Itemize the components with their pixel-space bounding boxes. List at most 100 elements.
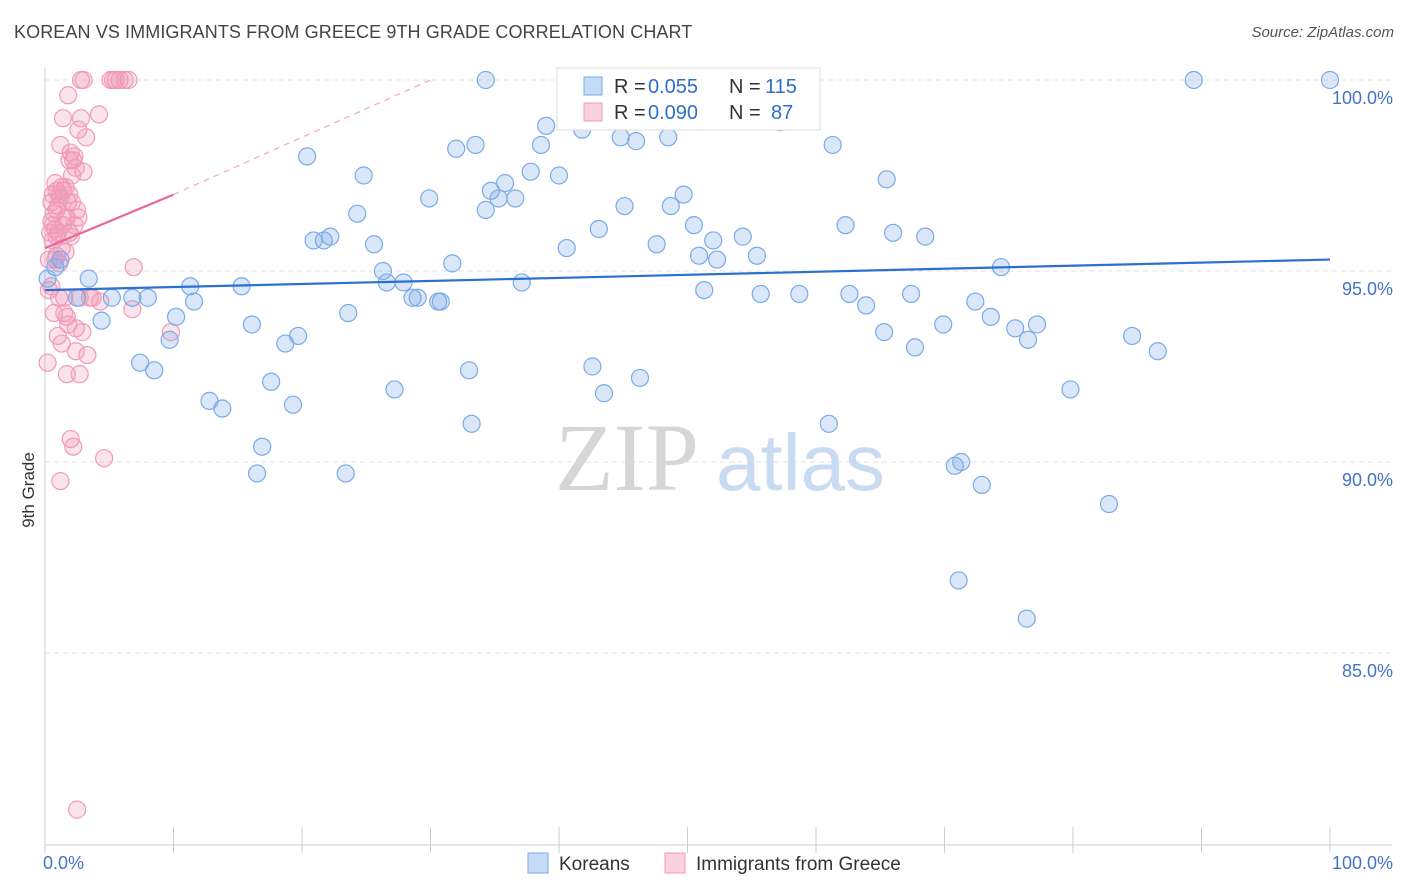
korean-point-10 [160,330,179,349]
korean-point-37 [403,288,422,307]
korean-point-44 [459,361,479,380]
korean-point-24 [298,147,317,166]
korean-point-71 [689,246,709,265]
korean-point-1 [51,250,70,269]
x-tick-labels: 0.0% 100.0% [43,853,1393,873]
korean-point-3 [79,269,98,288]
korean-point-47 [476,200,495,219]
korean-point-81 [823,135,842,155]
bottom-legend-swatch-koreans [527,852,549,874]
korean-point-64 [626,132,646,151]
korean-point-63 [615,196,634,216]
legend-r-value-1: 0.055 [648,76,698,98]
greece-point-63 [115,70,134,90]
greece-point-22 [53,109,73,128]
greece-point-19 [51,135,70,155]
korean-point-49 [489,189,508,208]
greece-point-51 [74,162,93,181]
korean-point-88 [901,284,921,304]
legend-n-value-2: 87 [771,102,793,124]
korean-point-56 [549,166,569,185]
korean-point-13 [184,292,204,311]
korean-point-83 [840,284,859,304]
korean-point-103 [1061,380,1080,399]
korean-point-48 [481,181,500,200]
korean-point-77 [751,284,770,304]
korean-point-76 [747,246,766,265]
korean-point-23 [289,326,308,346]
korean-point-11 [166,307,186,326]
korean-point-105 [1123,326,1142,346]
watermark-zip: ZIP [555,404,699,511]
x-tick-label-1: 100.0% [1332,853,1393,873]
korean-point-27 [321,227,340,246]
korean-point-102 [1027,315,1047,334]
legend-r-value-2: 0.090 [648,102,698,124]
korean-point-111 [476,70,495,90]
trend-line-greece [44,193,174,250]
legend-n-value-1: 115 [765,76,797,98]
greece-point-50 [74,70,93,90]
korean-point-9 [145,361,164,380]
korean-point-79 [790,284,809,304]
y-tick-label-1: 90.0% [1342,470,1393,490]
greece-point-69 [51,472,70,491]
bottom-legend: Koreans Immigrants from Greece [527,852,901,875]
korean-point-60 [589,219,608,239]
greece-point-64 [119,70,138,90]
bottom-legend-label-koreans: Koreans [559,854,630,875]
korean-point-101 [1018,330,1038,349]
korean-point-66 [647,235,666,254]
greece-point-42 [68,800,87,819]
greece-point-85 [59,193,78,212]
greece-point-56 [89,105,109,124]
korean-point-73 [704,231,723,250]
korean-point-65 [630,368,650,388]
korean-point-51 [506,189,525,208]
trend-lines [44,79,1331,292]
korean-point-39 [420,189,439,208]
korean-point-89 [905,338,925,357]
korean-point-108 [1320,70,1340,90]
korean-point-7 [130,353,150,372]
bottom-legend-label-greece: Immigrants from Greece [696,854,901,875]
korean-point-74 [707,250,727,269]
korean-point-45 [462,414,481,433]
korean-point-59 [583,357,602,376]
korean-point-52 [512,273,531,292]
korean-point-50 [495,174,515,193]
trend-line-greece-extension [173,79,431,196]
greece-point-52 [77,128,96,147]
korean-point-106 [1148,342,1167,361]
korean-point-54 [531,135,551,155]
korean-point-2 [68,288,87,307]
korean-point-95 [966,292,985,311]
korean-point-35 [385,380,404,399]
korean-point-97 [981,307,1000,326]
y-tick-label-2: 95.0% [1342,279,1393,299]
korean-point-17 [242,315,261,334]
greece-point-27 [57,365,76,384]
korean-point-87 [883,223,903,242]
y-tick-labels: 85.0% 90.0% 95.0% 100.0% [1332,88,1393,681]
korean-point-4 [92,311,111,330]
series-koreans-points [38,70,1340,628]
greece-point-83 [53,181,73,200]
korean-point-107 [1184,70,1203,90]
korean-point-15 [213,399,232,418]
korean-point-20 [262,372,281,391]
korean-point-69 [674,185,693,204]
series-immigrants-greece-points [38,70,181,819]
korean-point-28 [336,464,355,483]
korean-point-31 [354,166,373,185]
greece-point-58 [95,449,114,468]
bottom-legend-swatch-greece [664,852,686,874]
korean-point-53 [521,162,540,181]
greece-point-37 [64,437,83,456]
korean-point-22 [283,395,303,414]
chart-title: KOREAN VS IMMIGRANTS FROM GREECE 9TH GRA… [14,22,693,42]
korean-point-41 [431,292,450,311]
y-tick-label-0: 85.0% [1342,661,1393,681]
korean-point-42 [443,254,462,273]
